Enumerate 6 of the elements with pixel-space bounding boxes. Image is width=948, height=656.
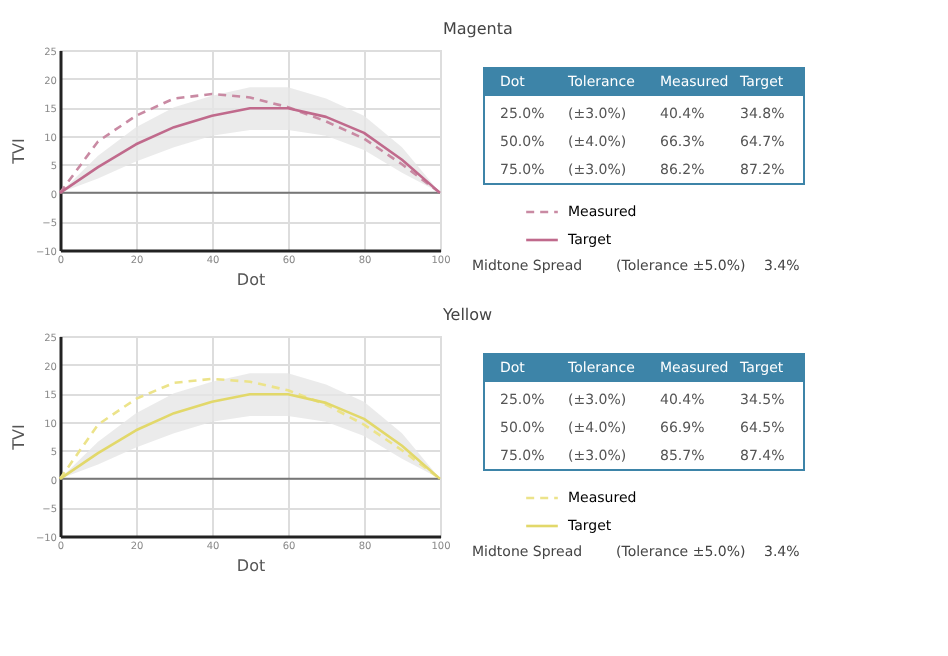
x-axis-title: Dot [236, 557, 266, 575]
x-axis-title: Dot [236, 271, 266, 289]
text: Magenta [442, 20, 513, 38]
y-axis-title: TVI [9, 424, 28, 452]
chart-title: Yellow [440, 306, 494, 324]
y-axis-title: TVI [9, 138, 28, 166]
